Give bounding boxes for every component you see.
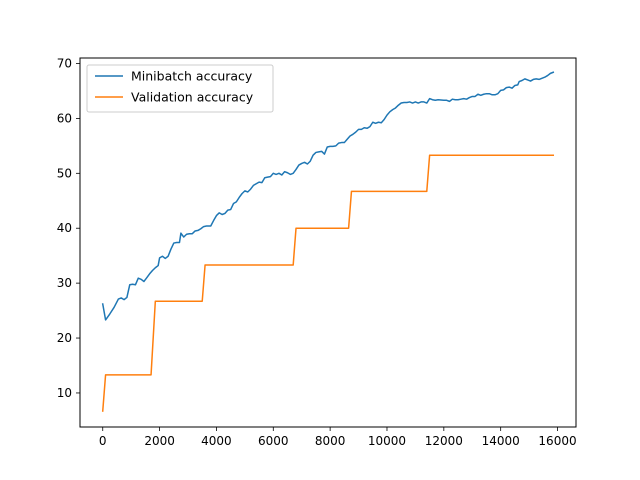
legend-label-validation-accuracy: Validation accuracy <box>131 90 254 105</box>
plot-frame <box>79 57 577 428</box>
y-tick-label: 50 <box>57 166 72 180</box>
x-tick-label: 6000 <box>258 434 289 448</box>
x-tick-label: 16000 <box>538 434 576 448</box>
x-tick-label: 14000 <box>482 434 520 448</box>
x-axis: 0 2000 4000 6000 8000 10000 12000 14000 16000 <box>99 427 577 448</box>
series-layer <box>101 71 555 412</box>
series-line-validation-accuracy <box>101 154 555 412</box>
y-tick-label: 40 <box>57 221 72 235</box>
x-tick-label: 12000 <box>425 434 463 448</box>
x-tick-label: 8000 <box>315 434 346 448</box>
x-tick-label: 4000 <box>201 434 232 448</box>
legend-box <box>86 64 274 113</box>
y-axis: 10 20 30 40 50 60 70 <box>57 56 80 400</box>
legend-label-minibatch-accuracy: Minibatch accuracy <box>131 69 253 84</box>
y-tick-label: 20 <box>57 331 72 345</box>
legend: Minibatch accuracy Validation accuracy <box>86 64 274 113</box>
x-tick-label: 2000 <box>144 434 175 448</box>
y-tick-label: 60 <box>57 111 72 125</box>
y-tick-label: 70 <box>57 56 72 70</box>
x-tick-label: 10000 <box>368 434 406 448</box>
series-line-minibatch-accuracy <box>101 71 555 321</box>
y-tick-label: 10 <box>57 386 72 400</box>
x-tick-label: 0 <box>99 434 107 448</box>
y-tick-label: 30 <box>57 276 72 290</box>
